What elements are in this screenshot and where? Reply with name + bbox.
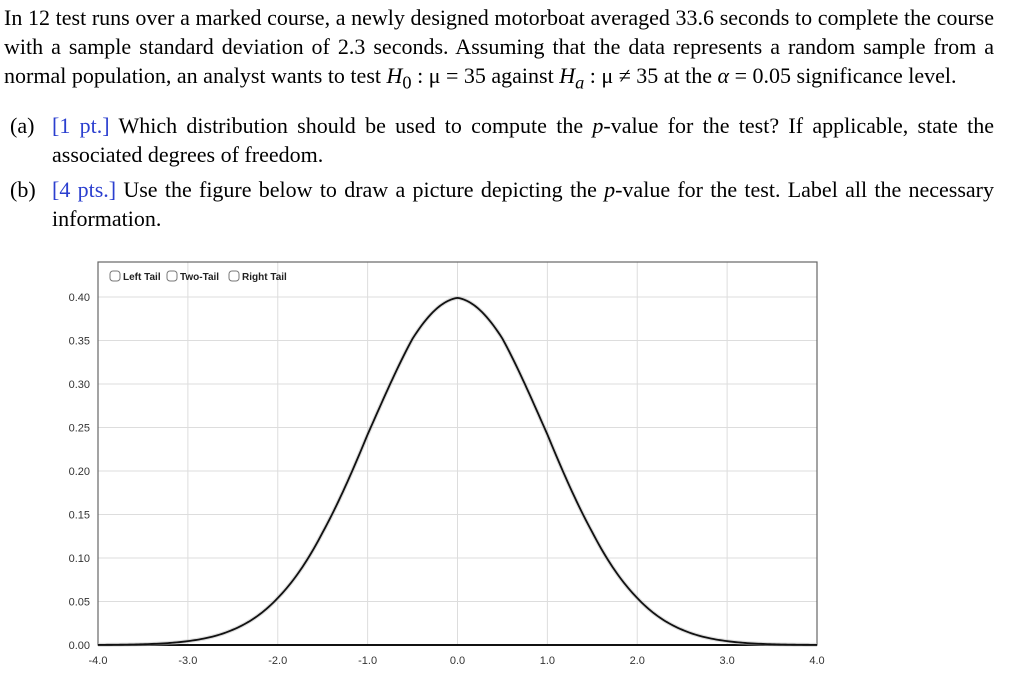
part-a-points: [1 pt.]: [52, 113, 110, 139]
problem-text: In 12 test runs over a marked course, a …: [4, 3, 994, 233]
x-tick-label: -3.0: [178, 655, 197, 667]
y-tick-label: 0.05: [69, 597, 90, 609]
alt-hypothesis-symbol: H: [559, 63, 576, 88]
plot-frame: [97, 261, 818, 646]
density-curve-layer: [97, 295, 818, 647]
two-tail-checkbox[interactable]: Two-Tail: [166, 270, 219, 283]
intro-text-2: against: [485, 63, 560, 88]
y-tick-label: 0.35: [69, 336, 90, 348]
x-tick-label: -2.0: [268, 655, 287, 667]
part-b-label: (b): [10, 177, 36, 203]
part-b-text-1: Use the figure below to draw a picture d…: [116, 177, 605, 203]
right-tail-checkbox[interactable]: Right Tail: [228, 270, 287, 283]
x-tick-label: 2.0: [630, 655, 645, 667]
two-tail-label: Two-Tail: [180, 272, 219, 283]
y-tick-labels: 0.40 0.35 0.30 0.25 0.20 0.15 0.10 0.05 0.00: [69, 292, 90, 652]
alt-hypothesis-subscript: a: [575, 72, 585, 93]
left-tail-checkbox[interactable]: Left Tail: [109, 270, 161, 283]
null-hypothesis-subscript: 0: [402, 72, 412, 93]
y-tick-label: 0.25: [69, 423, 90, 435]
x-tick-label: -1.0: [358, 655, 377, 667]
x-tick-label: 3.0: [719, 655, 734, 667]
intro-text-1: In 12 test runs over a marked course, a …: [4, 5, 994, 88]
density-curve: [97, 296, 818, 646]
tail-checkboxes: Left Tail Two-Tail Right Tail: [109, 270, 287, 283]
part-b: (b) [4 pts.] Use the figure below to dra…: [4, 175, 994, 233]
x-tick-labels: -4.0 -3.0 -2.0 -1.0 0.0 1.0 2.0 3.0 4.0: [89, 655, 825, 667]
x-tick-label: 4.0: [809, 655, 824, 667]
part-a-label: (a): [10, 113, 35, 139]
right-tail-label: Right Tail: [242, 272, 287, 283]
part-b-points: [4 pts.]: [52, 177, 117, 203]
alpha-symbol: α: [717, 63, 730, 88]
y-tick-label: 0.40: [69, 292, 90, 304]
intro-text-3: at the: [658, 63, 718, 88]
left-tail-label: Left Tail: [123, 272, 161, 283]
grid: [97, 262, 818, 645]
x-tick-label: 0.0: [450, 655, 465, 667]
x-tick-label: -4.0: [89, 655, 108, 667]
part-a-p: p: [592, 113, 604, 139]
y-tick-label: 0.00: [69, 640, 90, 652]
y-tick-label: 0.20: [69, 466, 90, 478]
y-tick-label: 0.30: [69, 379, 90, 391]
alt-hypothesis-statement: : μ ≠ 35: [584, 63, 659, 88]
null-hypothesis-symbol: H: [386, 63, 403, 88]
part-a: (a) [1 pt.] Which distribution should be…: [4, 111, 994, 169]
y-tick-label: 0.10: [69, 553, 90, 565]
y-tick-label: 0.15: [69, 510, 90, 522]
part-b-p: p: [604, 177, 616, 203]
problem-intro: In 12 test runs over a marked course, a …: [4, 3, 994, 97]
part-a-text-2: -value for the test? If applicable, stat…: [52, 113, 995, 168]
part-b-text-2: -value for the test. Label all the neces…: [52, 177, 994, 232]
part-a-text-1: Which distribution should be used to com…: [109, 113, 593, 139]
alpha-statement: = 0.05 significance level.: [729, 63, 957, 88]
null-hypothesis-statement: : μ = 35: [411, 63, 486, 88]
x-tick-label: 1.0: [540, 655, 555, 667]
